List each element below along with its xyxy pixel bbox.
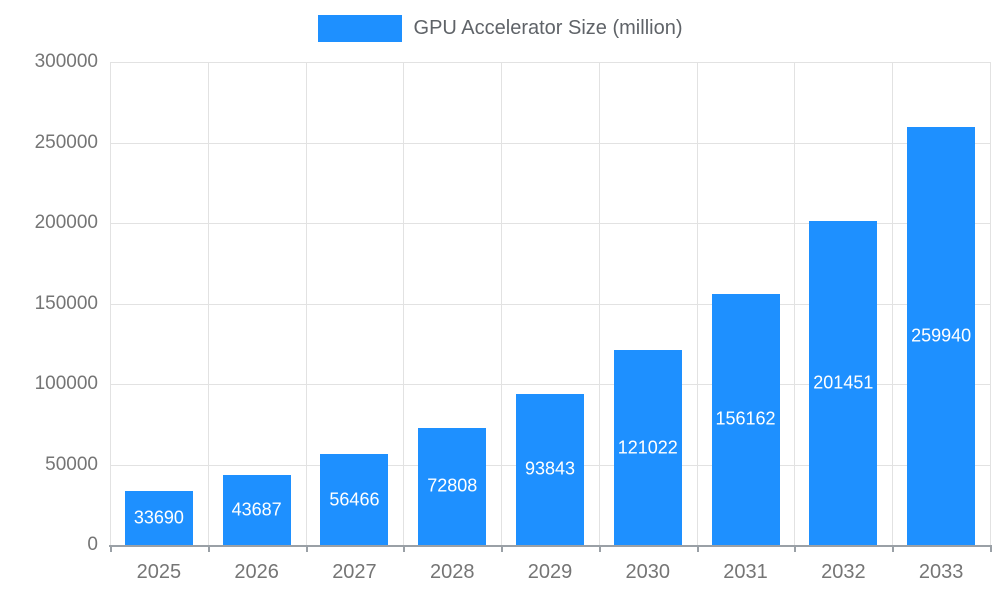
- gridline-horizontal: [110, 142, 990, 144]
- x-axis-tick-label: 2028: [429, 561, 475, 583]
- plot-area: 0 50000 100000 150000 200000 250000 300000 3369…: [35, 51, 992, 583]
- gridline-vertical: [697, 62, 698, 545]
- x-axis-tick: [501, 545, 503, 552]
- x-axis-tick: [599, 545, 601, 552]
- bar-label: 33690: [133, 507, 184, 528]
- x-axis-tick-label: 2031: [723, 561, 768, 583]
- x-axis-tick: [403, 545, 405, 552]
- gridline-horizontal: [110, 62, 990, 63]
- gridline-vertical: [990, 62, 991, 545]
- y-axis-tick-label: 200000: [34, 212, 98, 233]
- gridline-vertical: [599, 62, 600, 545]
- gridline-vertical: [892, 62, 893, 545]
- bar[interactable]: [613, 350, 682, 545]
- bar[interactable]: [418, 427, 487, 545]
- bar-label: 56466: [329, 489, 380, 510]
- y-axis-tick-label: 100000: [34, 373, 98, 394]
- gridline-vertical: [794, 62, 795, 545]
- legend-label: GPU Accelerator Size (million): [413, 17, 683, 39]
- gridline-horizontal: [110, 384, 990, 385]
- y-axis-tick-label: 50000: [45, 453, 98, 475]
- gridline-vertical: [306, 62, 307, 545]
- bar[interactable]: [516, 393, 584, 545]
- bar[interactable]: [124, 490, 193, 545]
- bar-label: 93843: [524, 458, 576, 479]
- bar-label: 121022: [617, 437, 678, 458]
- gridline-horizontal: [110, 303, 990, 305]
- bar-label: 259940: [911, 325, 972, 346]
- y-axis-tick-label: 300000: [34, 51, 98, 72]
- x-axis-tick-label: 2032: [821, 561, 866, 583]
- x-axis-line: [109, 545, 991, 547]
- bar[interactable]: [711, 293, 780, 545]
- y-axis-tick-label: 0: [87, 534, 98, 555]
- x-axis-tick: [794, 545, 796, 552]
- bar[interactable]: [809, 220, 878, 545]
- x-axis-tick-label: 2033: [918, 561, 964, 583]
- x-axis-tick: [306, 545, 308, 552]
- bar[interactable]: [320, 454, 389, 545]
- legend-swatch: [317, 15, 402, 42]
- x-axis-tick-label: 2026: [234, 561, 279, 583]
- y-axis-tick-label: 150000: [34, 292, 98, 314]
- x-axis-tick-label: 2027: [332, 561, 377, 583]
- gridline-horizontal: [110, 223, 990, 224]
- x-axis-tick: [697, 545, 699, 552]
- gridline-vertical: [208, 62, 209, 545]
- chart-legend[interactable]: GPU Accelerator Size (million): [0, 15, 1000, 42]
- bar-label: 156162: [715, 408, 776, 429]
- x-axis-tick: [110, 545, 112, 552]
- x-axis-tick-label: 2025: [136, 561, 182, 583]
- gridline-vertical: [403, 62, 404, 545]
- bar-label: 43687: [231, 499, 282, 520]
- gridline-vertical: [110, 62, 111, 545]
- bar-label: 201451: [813, 372, 874, 393]
- bar-label: 72808: [427, 475, 478, 496]
- x-axis-tick: [892, 545, 894, 552]
- x-axis-tick: [208, 545, 210, 552]
- y-axis-tick-label: 250000: [34, 131, 98, 153]
- x-axis-tick: [990, 545, 992, 552]
- bar[interactable]: [907, 126, 976, 545]
- x-axis-tick-label: 2030: [625, 561, 671, 583]
- x-axis-tick-label: 2029: [527, 561, 573, 583]
- gridline-vertical: [501, 62, 502, 545]
- bar[interactable]: [222, 474, 291, 545]
